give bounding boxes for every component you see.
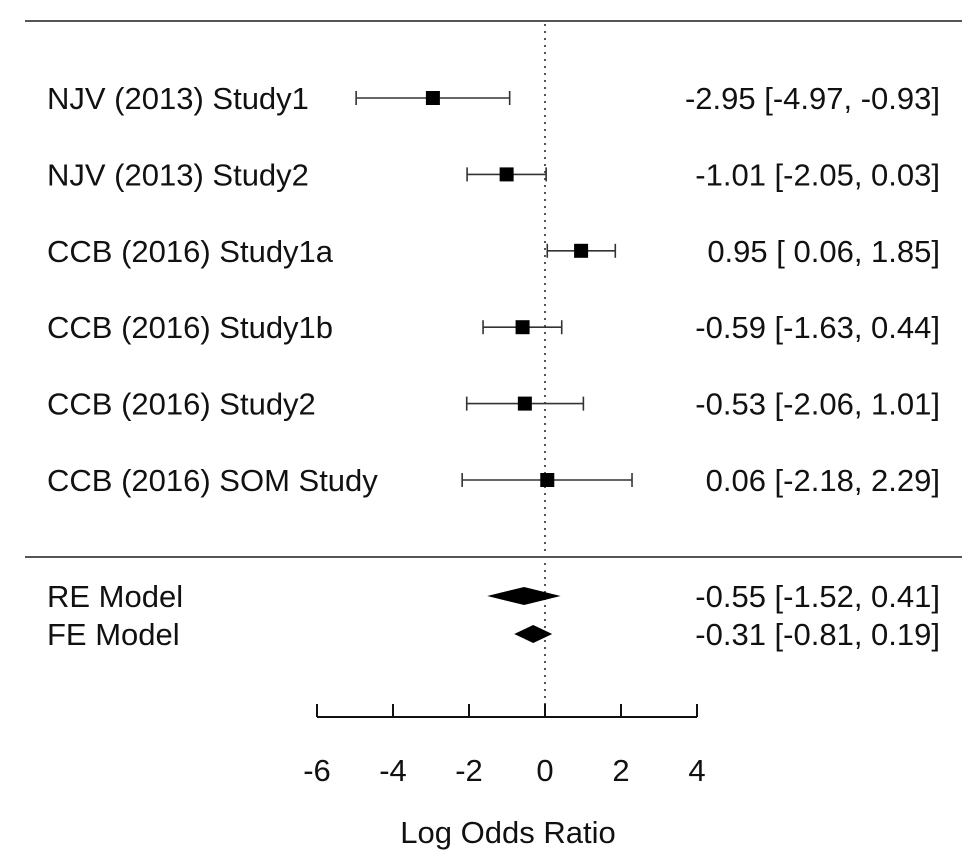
x-axis-title: Log Odds Ratio (400, 815, 615, 850)
study-estimate-text: -1.01 [-2.05, 0.03] (695, 157, 940, 192)
study-estimate-text: -0.59 [-1.63, 0.44] (695, 310, 940, 345)
x-tick-label: 2 (612, 753, 629, 788)
x-tick-label: -4 (379, 753, 407, 788)
study-row: CCB (2016) Study2 -0.53 [-2.06, 1.01] (47, 387, 940, 422)
study-row: NJV (2013) Study1 -2.95 [-4.97, -0.93] (47, 81, 940, 116)
study-estimate-text: -2.95 [-4.97, -0.93] (685, 81, 940, 116)
study-point-estimate (574, 243, 589, 258)
x-axis: -6 -4 -2 0 2 4 (303, 704, 706, 788)
model-rows: RE Model -0.55 [-1.52, 0.41] FE Model -0.31… (47, 579, 940, 652)
study-point-estimate (425, 91, 440, 105)
model-row: FE Model -0.31 [-0.81, 0.19] (47, 617, 940, 652)
study-label: NJV (2013) Study1 (47, 81, 309, 116)
x-tick-label: 0 (536, 753, 553, 788)
study-label: CCB (2016) Study1b (47, 310, 333, 345)
study-label: CCB (2016) SOM Study (47, 463, 378, 498)
model-estimate-text: -0.55 [-1.52, 0.41] (695, 579, 940, 614)
model-estimate-text: -0.31 [-0.81, 0.19] (695, 617, 940, 652)
study-rows: NJV (2013) Study1 -2.95 [-4.97, -0.93]NJV… (47, 81, 940, 498)
x-tick-label: 4 (688, 753, 705, 788)
study-label: NJV (2013) Study2 (47, 157, 309, 192)
study-label: CCB (2016) Study2 (47, 387, 316, 422)
study-row: CCB (2016) Study1a 0.95 [ 0.06, 1.85] (47, 234, 940, 269)
model-summary-diamond (514, 625, 553, 643)
model-label: RE Model (47, 579, 183, 614)
model-summary-diamond (487, 587, 561, 605)
study-point-estimate (515, 320, 530, 335)
model-row: RE Model -0.55 [-1.52, 0.41] (47, 579, 940, 614)
study-row: CCB (2016) Study1b -0.59 [-1.63, 0.44] (47, 310, 940, 345)
x-tick-label: -6 (303, 753, 331, 788)
study-row: NJV (2013) Study2 -1.01 [-2.05, 0.03] (47, 157, 940, 192)
study-estimate-text: -0.53 [-2.06, 1.01] (695, 387, 940, 422)
model-label: FE Model (47, 617, 180, 652)
study-point-estimate (517, 396, 532, 411)
study-point-estimate (540, 473, 555, 487)
x-tick-label: -2 (455, 753, 483, 788)
study-point-estimate (499, 167, 514, 182)
study-estimate-text: 0.06 [-2.18, 2.29] (706, 463, 940, 498)
study-label: CCB (2016) Study1a (47, 234, 334, 269)
study-row: CCB (2016) SOM Study 0.06 [-2.18, 2.29] (47, 463, 940, 498)
study-estimate-text: 0.95 [ 0.06, 1.85] (707, 234, 940, 269)
